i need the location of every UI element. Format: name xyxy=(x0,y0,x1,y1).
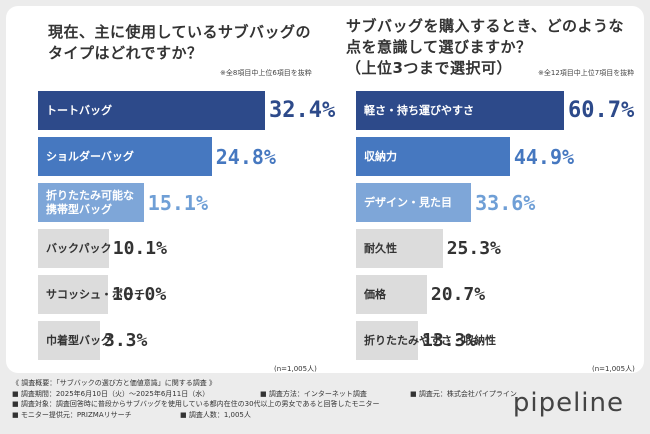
pipeline-logo: pipeline xyxy=(512,388,624,418)
bar xyxy=(356,229,443,268)
bar-value-label: 10.0% xyxy=(112,284,167,305)
bar-label: バックパック xyxy=(46,241,112,255)
bar-value-label: 60.7% xyxy=(568,98,635,123)
bar-value-label: 25.3% xyxy=(446,238,501,259)
bar-label: 軽さ・持ち運びやすさ xyxy=(364,103,474,117)
bar xyxy=(356,321,418,360)
bar-value-label: 3.3% xyxy=(104,330,148,351)
right-note: ※全12項目中上位7項目を抜粋 xyxy=(538,69,635,77)
footer-title: 《 調査概要：「サブバックの選び方と価値意識」に関する調査 》 xyxy=(12,379,216,387)
bar xyxy=(356,275,427,314)
bar-label: 価格 xyxy=(364,287,386,301)
bar-label: 巾着型バッグ xyxy=(46,333,112,347)
bar-value-label: 13.3% xyxy=(422,330,477,351)
bar-label: 耐久性 xyxy=(364,241,397,255)
left-note: ※全8項目中上位6項目を抜粋 xyxy=(220,69,312,77)
bar xyxy=(38,275,109,314)
footer-period: ■ 調査期間：2025年6月10日（火）～2025年6月11日（水） xyxy=(12,389,210,398)
bar xyxy=(38,229,109,268)
bar-label: トートバッグ xyxy=(46,103,112,117)
footer-provider: ■ モニター提供元：PRIZMAリサーチ xyxy=(12,410,132,419)
bar-label: 収納力 xyxy=(364,149,397,163)
bar-label: サコッシュ・ポーチ xyxy=(46,287,145,301)
footer-org: ■ 調査元：株式会社パイプライン xyxy=(410,389,517,398)
bar-value-label: 15.1% xyxy=(147,191,208,215)
right-n: (n=1,005人) xyxy=(592,365,635,373)
bar-label: デザイン・見た目 xyxy=(364,195,452,209)
bar-label: 折りたたみ可能な 携帯型バッグ xyxy=(46,188,134,216)
bar xyxy=(38,183,144,222)
bar-value-label: 20.7% xyxy=(430,284,486,305)
survey-footer: 《 調査概要：「サブバックの選び方と価値意識」に関する調査 》 ■ 調査期間：2… xyxy=(12,378,517,420)
bar-value-label: 10.1% xyxy=(112,238,167,259)
bar-value-label: 33.6% xyxy=(475,191,536,215)
bar xyxy=(38,91,265,130)
bar xyxy=(38,321,100,360)
chart-card: 現在、主に使用しているサブバッグの タイプはどれですか？ ※全8項目中上位6項目… xyxy=(6,6,644,373)
bar xyxy=(356,183,472,222)
footer-method: ■ 調査方法：インターネット調査 xyxy=(260,389,367,398)
right-panel: サブバッグを購入するとき、どのような 点を意識して選びますか？ （上位3つまで選… xyxy=(324,6,644,373)
bar-value-label: 24.8% xyxy=(215,145,276,169)
left-n: (n=1,005人) xyxy=(274,365,317,373)
footer-target: ■ 調査対象：調査回答時に普段からサブバッグを使用している都内在住の30代以上の… xyxy=(12,400,380,408)
bar-label: 折りたたみやすさ・収納性 xyxy=(364,333,496,347)
bar xyxy=(356,91,564,130)
left-panel: 現在、主に使用しているサブバッグの タイプはどれですか？ ※全8項目中上位6項目… xyxy=(6,6,335,373)
bar xyxy=(38,137,212,176)
bar-value-label: 44.9% xyxy=(513,145,575,169)
bar xyxy=(356,137,510,176)
bar-value-label: 32.4% xyxy=(269,98,336,123)
bar-label: ショルダーバッグ xyxy=(46,149,134,163)
right-question: サブバッグを購入するとき、どのような 点を意識して選びますか？ （上位3つまで選… xyxy=(346,17,624,77)
left-question: 現在、主に使用しているサブバッグの タイプはどれですか？ xyxy=(48,23,312,62)
footer-count: ■ 調査人数：1,005人 xyxy=(180,410,251,419)
